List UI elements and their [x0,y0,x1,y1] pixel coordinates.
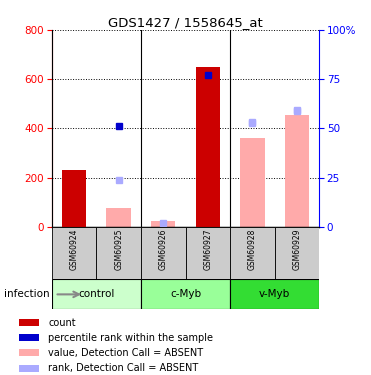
Text: GSM60929: GSM60929 [292,228,301,270]
Text: value, Detection Call = ABSENT: value, Detection Call = ABSENT [48,348,203,358]
Bar [52,279,141,309]
Bar [96,227,141,279]
Text: infection: infection [4,290,49,299]
Bar [19,334,39,341]
Bar [19,365,39,372]
Text: GSM60924: GSM60924 [70,228,79,270]
Text: control: control [78,290,115,299]
Text: count: count [48,318,76,327]
Bar [196,68,220,227]
Bar [106,209,131,227]
Text: GSM60927: GSM60927 [203,228,212,270]
Text: GSM60925: GSM60925 [114,228,123,270]
Bar [230,279,319,309]
Text: v-Myb: v-Myb [259,290,290,299]
Bar [186,227,230,279]
Bar [19,319,39,326]
Bar [19,350,39,356]
Bar [62,170,86,227]
Text: percentile rank within the sample: percentile rank within the sample [48,333,213,343]
Text: c-Myb: c-Myb [170,290,201,299]
Bar [141,279,230,309]
Bar [275,227,319,279]
Text: GSM60928: GSM60928 [248,228,257,270]
Bar [240,138,265,227]
Bar [141,227,186,279]
Bar [285,115,309,227]
Bar [230,227,275,279]
Title: GDS1427 / 1558645_at: GDS1427 / 1558645_at [108,16,263,29]
Bar [52,227,96,279]
Text: GSM60926: GSM60926 [159,228,168,270]
Text: rank, Detection Call = ABSENT: rank, Detection Call = ABSENT [48,363,198,374]
Bar [151,221,175,227]
